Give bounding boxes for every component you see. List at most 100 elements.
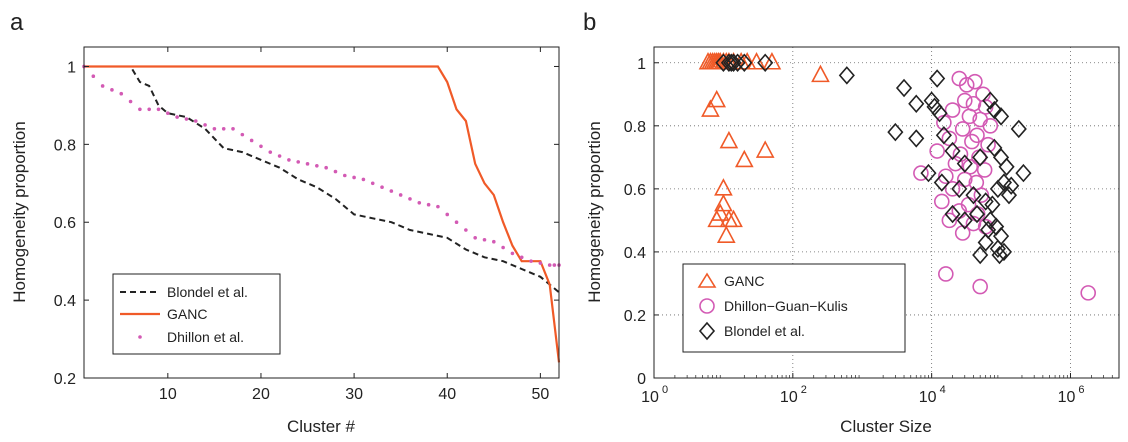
panel-a-x-tick-label: 40 xyxy=(438,386,456,403)
marker-blondel-et-al xyxy=(984,195,1001,214)
marker-blondel-et-al xyxy=(982,91,999,110)
marker-dhillon-guan-kulis xyxy=(954,121,971,137)
series-point-dhillon-et-al xyxy=(492,239,496,244)
panel-a: a 10 20 30 40 50 0.2 0.4 0.6 0.8 1 Cluster # Homo… xyxy=(10,9,561,436)
series-dot-dhillon-et-al xyxy=(91,74,96,79)
series-dot-dhillon-et-al xyxy=(128,99,133,104)
marker-blondel-et-al xyxy=(929,69,946,88)
series-point-dhillon-et-al xyxy=(100,84,105,88)
marker-blondel-et-al xyxy=(723,53,740,72)
series-dot-dhillon-et-al xyxy=(464,228,468,232)
series-dot-dhillon-et-al xyxy=(277,154,282,158)
marker-blondel-et-al xyxy=(993,148,1010,167)
legend-label-dhillon-a: Dhillon et al. xyxy=(167,329,244,345)
marker-blondel-et-al xyxy=(908,94,925,113)
series-dot-dhillon-et-al xyxy=(538,261,543,265)
marker-dhillon-guan-kulis xyxy=(965,215,982,232)
panel-a-y-tick-label: 1 xyxy=(67,59,76,76)
marker-dhillon-guan-kulis xyxy=(972,278,988,295)
marker-dhillon-guan-kulis xyxy=(944,102,961,118)
marker-ganc xyxy=(762,52,782,70)
marker-blondel-et-al xyxy=(944,141,961,161)
series-dot-dhillon-et-al xyxy=(259,144,263,149)
marker-blondel-et-al xyxy=(995,242,1013,262)
panel-a-y-tick-label: 0.6 xyxy=(54,215,76,232)
marker-blondel-et-al xyxy=(968,204,986,224)
marker-blondel-et-al xyxy=(757,53,774,72)
series-point-dhillon-et-al xyxy=(547,263,552,267)
series-point-dhillon-et-al xyxy=(305,162,310,166)
panel-b-x-axis-label: Cluster Size xyxy=(840,417,932,436)
series-point-dhillon-et-al xyxy=(175,115,179,119)
series-dot-dhillon-et-al xyxy=(482,237,487,242)
marker-blondel-et-al xyxy=(977,233,994,252)
marker-blondel-et-al xyxy=(935,126,952,145)
series-dot-dhillon-et-al xyxy=(166,111,170,115)
legend-label-dhillon-b: Dhillon−Guan−Kulis xyxy=(724,298,848,314)
panel-b-x-tick-exponent: 0 xyxy=(662,384,668,396)
panel-b-y-tick-label: 0.8 xyxy=(624,119,646,136)
series-dot-dhillon-et-al xyxy=(184,117,189,121)
panel-b: b 10 0 10 2 10 4 10 600.20.40.60.81 Cluster Siz… xyxy=(583,9,1120,436)
marker-blondel-et-al xyxy=(991,245,1008,265)
series-dot-dhillon-et-al xyxy=(445,212,450,217)
series-dot-dhillon-et-al xyxy=(315,163,319,168)
panel-b-x-tick-label: 10 xyxy=(1058,389,1076,406)
legend-label-ganc-a: GANC xyxy=(167,306,207,322)
marker-blondel-et-al xyxy=(895,78,913,98)
panel-a-x-tick-label: 20 xyxy=(252,386,270,403)
legend-swatch-dhillon-b xyxy=(699,298,715,314)
marker-blondel-et-al xyxy=(989,179,1006,199)
panel-a-x-tick-label: 50 xyxy=(531,386,549,403)
marker-blondel-et-al xyxy=(980,220,997,240)
series-point-dhillon-et-al xyxy=(212,126,217,131)
marker-dhillon-guan-kulis xyxy=(929,143,945,159)
series-point-dhillon-et-al xyxy=(436,204,440,209)
panel-b-y-tick-label: 0.6 xyxy=(624,182,646,199)
marker-blondel-et-al xyxy=(1000,185,1018,205)
marker-blondel-et-al xyxy=(998,157,1015,177)
series-dot-dhillon-et-al xyxy=(147,107,151,112)
marker-blondel-et-al xyxy=(951,179,968,199)
panel-a-y-tick-label: 0.8 xyxy=(54,137,76,154)
marker-blondel-et-al xyxy=(887,122,904,142)
marker-blondel-et-al xyxy=(923,91,940,110)
marker-blondel-et-al xyxy=(908,129,925,148)
series-dot-dhillon-et-al xyxy=(240,132,245,137)
series-dot-dhillon-et-al xyxy=(552,263,557,267)
marker-blondel-et-al xyxy=(725,53,742,72)
legend-swatch-blondel-b xyxy=(698,321,716,341)
series-dot-dhillon-et-al xyxy=(296,160,301,164)
series-point-dhillon-et-al xyxy=(193,119,198,123)
marker-dhillon-guan-kulis xyxy=(980,136,996,153)
panel-a-x-tick-label: 30 xyxy=(345,386,363,403)
marker-dhillon-guan-kulis xyxy=(973,187,990,203)
marker-blondel-et-al xyxy=(972,148,989,167)
series-dot-dhillon-et-al xyxy=(501,245,505,250)
panel-a-plot-frame xyxy=(83,46,560,379)
panel-a-y-tick-label: 0.2 xyxy=(54,371,76,388)
marker-dhillon-guan-kulis xyxy=(1080,285,1097,301)
series-point-dhillon-et-al xyxy=(156,107,161,112)
marker-dhillon-guan-kulis xyxy=(982,118,999,134)
series-line-blondel-et-al xyxy=(84,65,560,294)
marker-blondel-et-al xyxy=(965,185,982,205)
series-point-dhillon-et-al xyxy=(249,138,254,143)
marker-dhillon-guan-kulis xyxy=(913,165,929,181)
marker-dhillon-guan-kulis xyxy=(944,181,961,197)
series-dot-dhillon-et-al xyxy=(408,197,412,201)
marker-blondel-et-al xyxy=(986,100,1003,120)
marker-dhillon-guan-kulis xyxy=(977,218,994,235)
panel-a-y-tick-label: 0.4 xyxy=(54,293,76,310)
series-dot-dhillon-et-al xyxy=(203,123,207,127)
legend-label-blondel-a: Blondel et al. xyxy=(167,284,248,300)
marker-ganc xyxy=(710,203,730,221)
marker-dhillon-guan-kulis xyxy=(967,73,983,90)
panel-b-x-tick-label: 10 xyxy=(780,389,798,406)
series-point-dhillon-et-al xyxy=(324,165,328,170)
marker-blondel-et-al xyxy=(1010,119,1027,139)
panel-b-x-tick-exponent: 4 xyxy=(940,384,946,396)
marker-blondel-et-al xyxy=(956,154,973,173)
panel-b-x-tick-exponent: 2 xyxy=(801,384,807,396)
